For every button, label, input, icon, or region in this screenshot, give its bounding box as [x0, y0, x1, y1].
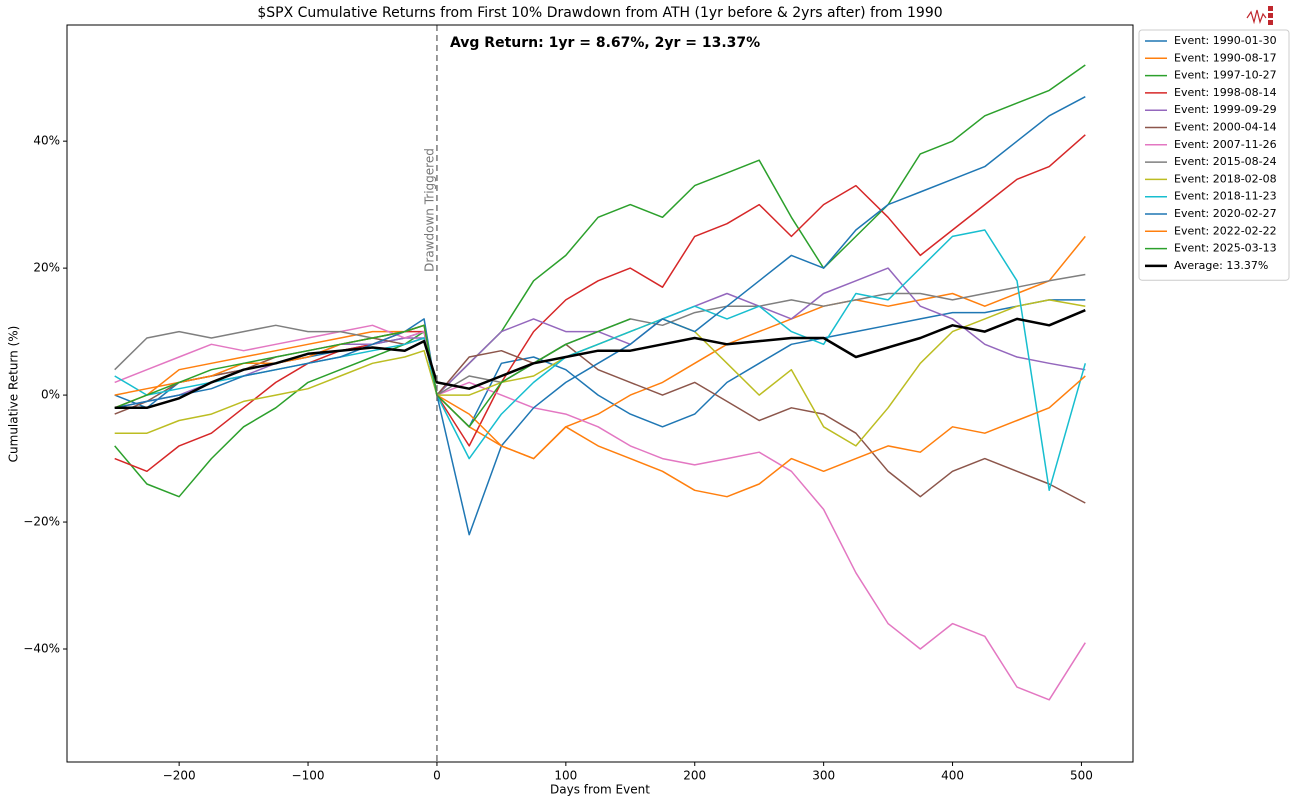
legend-label: Event: 1999-09-29 — [1174, 103, 1277, 116]
series-line — [114, 318, 631, 428]
y-tick-label: 0% — [41, 388, 60, 402]
x-tick-label: 400 — [941, 769, 964, 783]
legend-label: Event: 2015-08-24 — [1174, 155, 1277, 168]
series-line — [114, 134, 1086, 473]
x-tick-label: 200 — [683, 769, 706, 783]
y-tick-label: −40% — [23, 642, 60, 656]
plot-area — [114, 64, 1087, 701]
legend-label: Event: 1990-08-17 — [1174, 51, 1277, 64]
event-label: Drawdown Triggered — [422, 148, 436, 272]
y-tick-label: 20% — [33, 261, 60, 275]
x-tick-label: −100 — [292, 769, 325, 783]
x-tick-label: 300 — [812, 769, 835, 783]
legend-label: Event: 2022-02-22 — [1174, 224, 1277, 237]
series-line — [114, 324, 1086, 701]
x-tick-label: −200 — [163, 769, 196, 783]
series-line — [114, 64, 1086, 498]
x-axis-label: Days from Event — [550, 783, 650, 797]
plot-frame — [66, 24, 1134, 763]
legend-label: Event: 2000-04-14 — [1174, 121, 1277, 134]
legend-label: Event: 1998-08-14 — [1174, 86, 1277, 99]
legend-label: Event: 2025-03-13 — [1174, 242, 1277, 255]
x-tick-label: 0 — [433, 769, 441, 783]
series-line — [114, 309, 1086, 410]
annotation: Avg Return: 1yr = 8.67%, 2yr = 13.37% — [450, 35, 760, 51]
legend-label: Event: 2020-02-27 — [1174, 207, 1277, 220]
legend-box — [1138, 29, 1290, 281]
legend-label: Average: 13.37% — [1174, 259, 1268, 272]
x-tick-label: 500 — [1070, 769, 1093, 783]
legend-label: Event: 1990-01-30 — [1174, 34, 1277, 47]
chart-title: $SPX Cumulative Returns from First 10% D… — [257, 5, 942, 21]
x-tick-label: 100 — [554, 769, 577, 783]
legend-label: Event: 1997-10-27 — [1174, 69, 1277, 82]
series-line — [114, 96, 1086, 536]
legend-label: Event: 2018-02-08 — [1174, 172, 1277, 185]
y-tick-label: −20% — [23, 515, 60, 529]
legend-label: Event: 2018-11-23 — [1174, 190, 1277, 203]
logo — [1246, 6, 1273, 25]
legend-label: Event: 2007-11-26 — [1174, 138, 1277, 151]
y-tick-label: 40% — [33, 134, 60, 148]
y-axis-label: Cumulative Return (%) — [7, 326, 21, 463]
